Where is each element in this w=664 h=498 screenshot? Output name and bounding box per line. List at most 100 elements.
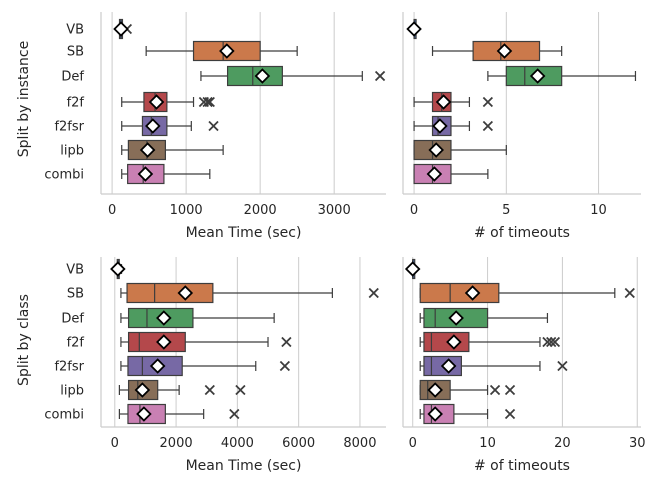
box-lipb: lipb xyxy=(60,379,246,401)
panel-instance-time: 0 1000 2000 3000 Mean Time (sec) VB SB Def f2f f2… xyxy=(44,12,386,241)
box-lipb xyxy=(419,379,516,401)
outlier-marker xyxy=(279,360,291,372)
mean-marker xyxy=(254,68,271,84)
outlier-marker xyxy=(204,96,215,108)
mean-marker xyxy=(177,285,194,301)
outlier-marker xyxy=(546,336,557,348)
iqr-box xyxy=(126,282,214,304)
category-label: f2fsr xyxy=(54,360,84,375)
x-tick-label: 2000 xyxy=(160,436,193,451)
box-f2fsr xyxy=(413,115,494,137)
mean-marker xyxy=(137,166,154,182)
category-label: f2f xyxy=(67,336,85,351)
x-tick-label: 2000 xyxy=(244,203,277,218)
outlier-marker xyxy=(557,360,568,372)
box-vb xyxy=(406,18,422,40)
row-label-instance: Split by instance xyxy=(16,41,32,157)
category-label: lipb xyxy=(60,384,84,399)
x-tick-label: 0 xyxy=(111,436,119,451)
x-tick-label: 5 xyxy=(502,203,510,218)
x-tick-label: 0 xyxy=(108,203,116,218)
mean-marker xyxy=(427,382,443,398)
mean-marker xyxy=(427,406,443,422)
outlier-marker xyxy=(624,287,635,299)
x-tick-label: 30 xyxy=(629,436,646,451)
iqr-box xyxy=(419,282,500,304)
x-tick-label: 8000 xyxy=(343,436,376,451)
outlier-marker xyxy=(504,384,516,396)
category-label: SB xyxy=(67,287,84,302)
box-combi xyxy=(419,403,516,425)
outlier-marker xyxy=(208,120,219,132)
x-tick-label: 10 xyxy=(479,436,496,451)
box-def: Def xyxy=(61,307,275,329)
box-def: Def xyxy=(61,65,386,87)
mean-marker xyxy=(219,43,235,59)
category-label: combi xyxy=(44,408,84,423)
mean-marker xyxy=(435,94,452,110)
category-label: combi xyxy=(44,168,84,183)
mean-marker xyxy=(156,310,172,326)
row-label-class: Split by class xyxy=(16,294,32,386)
box-combi: combi xyxy=(44,403,240,425)
outlier-marker xyxy=(482,96,494,108)
outlier-marker xyxy=(504,408,516,420)
box-sb xyxy=(419,282,635,304)
mean-marker xyxy=(149,358,166,374)
category-label: f2fsr xyxy=(54,120,84,135)
box-def xyxy=(419,307,549,329)
mean-marker xyxy=(464,285,481,301)
mean-marker xyxy=(496,43,513,59)
mean-marker xyxy=(145,118,161,134)
x-axis-label: Mean Time (sec) xyxy=(186,458,302,474)
mean-marker xyxy=(440,358,457,374)
box-combi xyxy=(413,163,489,185)
box-vb: VB xyxy=(66,258,126,280)
x-tick-label: 3000 xyxy=(318,203,351,218)
mean-marker xyxy=(110,261,126,277)
outlier-marker xyxy=(549,336,561,348)
outlier-marker xyxy=(202,96,213,108)
panel-instance-timeouts: 0 5 10 # of timeouts xyxy=(402,12,641,241)
box-f2fsr: f2fsr xyxy=(54,115,219,137)
mean-marker xyxy=(148,94,165,110)
mean-marker xyxy=(139,142,156,158)
category-label: VB xyxy=(66,263,84,278)
box-def xyxy=(487,65,637,87)
category-label: Def xyxy=(61,312,84,327)
box-f2fsr xyxy=(419,355,568,377)
outlier-marker xyxy=(368,287,379,299)
box-sb xyxy=(431,40,563,62)
x-tick-label: 0 xyxy=(409,436,417,451)
x-tick-label: 0 xyxy=(410,203,418,218)
box-vb: VB xyxy=(66,18,133,40)
box-sb: SB xyxy=(67,282,379,304)
category-label: f2f xyxy=(67,96,85,111)
mean-marker xyxy=(136,406,152,422)
box-f2f xyxy=(419,331,561,353)
x-tick-label: 6000 xyxy=(282,436,315,451)
outlier-marker xyxy=(482,120,494,132)
box-f2fsr: f2fsr xyxy=(54,355,291,377)
box-lipb xyxy=(413,139,507,161)
box-lipb: lipb xyxy=(60,139,224,161)
outlier-marker xyxy=(229,408,240,420)
x-axis-label: # of timeouts xyxy=(474,458,570,474)
mean-marker xyxy=(406,21,422,37)
category-label: lipb xyxy=(60,144,84,159)
panel-class-timeouts: 0 10 20 30 # of timeouts xyxy=(402,257,646,474)
mean-marker xyxy=(432,118,448,134)
x-tick-label: 10 xyxy=(590,203,607,218)
x-axis-label: Mean Time (sec) xyxy=(186,225,302,241)
outlier-marker xyxy=(374,70,386,82)
outlier-marker xyxy=(281,336,292,348)
box-f2f xyxy=(413,91,494,113)
box-sb: SB xyxy=(67,40,298,62)
box-combi: combi xyxy=(44,163,211,185)
mean-marker xyxy=(426,166,443,182)
mean-marker xyxy=(113,21,129,37)
outlier-marker xyxy=(542,336,553,348)
mean-marker xyxy=(446,334,462,350)
mean-marker xyxy=(156,334,172,350)
